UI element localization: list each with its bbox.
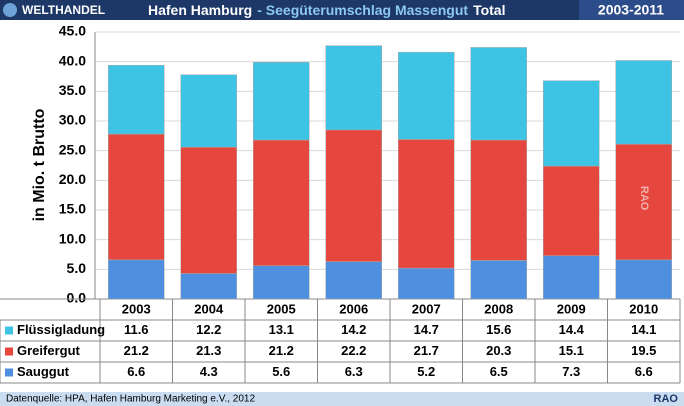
watermark: RAO — [638, 186, 650, 211]
y-axis-label: in Mio. t Brutto — [31, 108, 48, 221]
table-value: 13.1 — [269, 322, 294, 337]
bar-segment — [543, 80, 600, 167]
y-tick-label: 25.0 — [59, 141, 86, 157]
bar-segment — [325, 129, 382, 262]
legend-swatch — [5, 368, 13, 377]
x-tick-label: 2004 — [194, 301, 224, 316]
bar-segment — [470, 47, 527, 141]
bar-segment — [108, 133, 165, 261]
table-value: 6.6 — [635, 364, 653, 379]
table-value: 4.3 — [200, 364, 218, 379]
x-tick-label: 2007 — [412, 301, 441, 316]
bar-segment — [470, 260, 527, 300]
footer-bar — [0, 392, 684, 406]
legend-swatch — [5, 326, 13, 335]
table-value: 19.5 — [631, 343, 656, 358]
y-tick-label: 30.0 — [59, 112, 86, 128]
table-value: 6.6 — [127, 364, 145, 379]
bar-segment — [253, 139, 310, 267]
table-value: 21.2 — [124, 343, 149, 358]
globe-icon — [3, 3, 17, 17]
table-value: 7.3 — [562, 364, 580, 379]
title-part: Hafen Hamburg — [148, 2, 252, 18]
table-value: 5.2 — [417, 364, 435, 379]
bar-segment — [325, 261, 382, 300]
table-value: 14.2 — [341, 322, 366, 337]
y-tick-label: 40.0 — [59, 52, 86, 68]
header-bar — [0, 0, 684, 20]
bar-segment — [180, 146, 237, 274]
bar-segment — [470, 139, 527, 261]
y-tick-label: 20.0 — [59, 171, 86, 187]
x-tick-label: 2009 — [557, 301, 586, 316]
bar-segment — [108, 64, 165, 135]
y-tick-label: 45.0 — [59, 23, 86, 39]
bar-segment — [253, 265, 310, 300]
bar-segment — [108, 259, 165, 300]
x-tick-label: 2008 — [484, 301, 513, 316]
table-value: 14.7 — [414, 322, 439, 337]
x-tick-label: 2005 — [267, 301, 296, 316]
bar-segment — [253, 62, 310, 141]
bar-segment — [615, 259, 672, 300]
table-value: 14.4 — [559, 322, 585, 337]
table-value: 21.3 — [196, 343, 221, 358]
table-value: 14.1 — [631, 322, 656, 337]
brand: WELTHANDEL — [22, 3, 105, 17]
table-value: 21.7 — [414, 343, 439, 358]
bar-segment — [615, 143, 672, 261]
y-tick-label: 5.0 — [67, 260, 87, 276]
bar-segment — [325, 45, 382, 131]
title: Hafen Hamburg - Seegüterumschlag Massengu… — [148, 2, 505, 18]
y-tick-label: 0.0 — [67, 290, 87, 306]
table-value: 11.6 — [124, 322, 149, 337]
table-value: 15.1 — [559, 343, 584, 358]
bar-segment — [543, 165, 600, 256]
source: Datenquelle: HPA, Hafen Hamburg Marketin… — [6, 394, 255, 405]
x-tick-label: 2006 — [339, 301, 368, 316]
table-value: 20.3 — [486, 343, 511, 358]
period-box — [579, 0, 684, 20]
legend-label: Sauggut — [17, 364, 70, 379]
bar-segment — [180, 74, 237, 148]
y-tick-label: 10.0 — [59, 230, 86, 246]
x-tick-label: 2003 — [122, 301, 151, 316]
y-tick-label: 15.0 — [59, 201, 86, 217]
table-value: 6.5 — [490, 364, 508, 379]
bar-segment — [615, 60, 672, 145]
bar-segment — [180, 273, 237, 300]
legend-label: Greifergut — [17, 343, 81, 358]
table-value: 5.6 — [272, 364, 290, 379]
title-part: Total — [473, 2, 505, 18]
x-tick-label: 2010 — [629, 301, 658, 316]
footer-logo: RAO — [654, 393, 679, 405]
table-value: 12.2 — [196, 322, 221, 337]
legend-label: Flüssigladung — [17, 322, 105, 337]
bar-segment — [398, 51, 455, 140]
table-value: 15.6 — [486, 322, 511, 337]
bar-segment — [543, 255, 600, 300]
bar-segment — [398, 139, 455, 269]
table-value: 21.2 — [269, 343, 294, 358]
table-value: 22.2 — [341, 343, 366, 358]
period: 2003-2011 — [598, 2, 664, 18]
y-tick-label: 35.0 — [59, 82, 86, 98]
table-value: 6.3 — [345, 364, 363, 379]
legend-swatch — [5, 347, 13, 356]
title-part: - Seegüterumschlag Massengut — [257, 2, 468, 18]
bar-segment — [398, 267, 455, 300]
